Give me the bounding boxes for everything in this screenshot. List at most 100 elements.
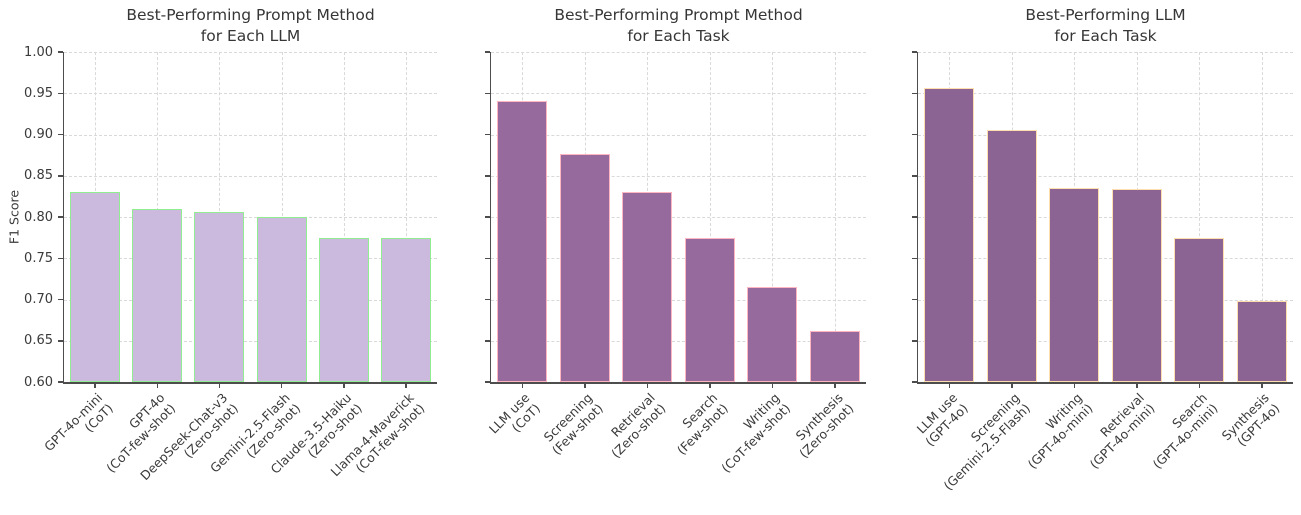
bar <box>318 237 369 382</box>
bar <box>1236 301 1287 382</box>
x-tick-label: Llama-4-Maverick (CoT-few-shot) <box>327 390 428 480</box>
y-tick-mark <box>911 216 917 218</box>
x-axis-spine <box>916 382 1293 384</box>
horizontal-gridline <box>64 340 437 342</box>
bar <box>1174 238 1225 382</box>
x-tick-mark <box>156 383 158 388</box>
x-tick-label: GPT-4o-mini (CoT) <box>41 390 117 455</box>
y-tick-label: 0.85 <box>24 168 53 184</box>
vertical-gridline <box>281 52 283 382</box>
horizontal-gridline <box>64 134 437 136</box>
horizontal-gridline <box>491 52 866 53</box>
vertical-gridline <box>1074 52 1076 382</box>
y-tick-mark <box>911 51 917 53</box>
horizontal-gridline <box>491 258 866 260</box>
x-tick-mark <box>405 383 407 388</box>
horizontal-gridline <box>64 52 437 53</box>
bar <box>1049 188 1100 382</box>
y-axis-spine <box>62 52 64 384</box>
x-tick-label: DeepSeek-Chat-v3 (Zero-shot) <box>136 390 241 484</box>
x-tick-label: Screening (Few-shot) <box>540 390 606 458</box>
y-tick-mark <box>57 216 63 218</box>
y-tick-label: 0.70 <box>24 292 53 307</box>
y-axis-label: F1 Score <box>6 189 22 245</box>
x-tick-label: Gemini-2.5-Flash (Zero-shot) <box>206 390 303 476</box>
vertical-gridline <box>522 52 524 382</box>
x-tick-mark <box>646 383 648 388</box>
vertical-gridline <box>219 52 221 382</box>
horizontal-gridline <box>64 258 437 260</box>
vertical-gridline <box>405 52 407 382</box>
horizontal-gridline <box>918 382 1293 383</box>
bar <box>256 217 307 382</box>
y-tick-mark <box>911 175 917 177</box>
y-tick-mark <box>911 381 917 383</box>
x-tick-label: Search (Few-shot) <box>673 390 731 458</box>
y-tick-mark <box>911 340 917 342</box>
y-tick-label: 1.00 <box>24 44 53 60</box>
horizontal-gridline <box>491 340 866 342</box>
y-tick-mark <box>911 92 917 94</box>
horizontal-gridline <box>491 382 866 383</box>
y-tick-mark <box>57 298 63 301</box>
y-tick-mark <box>484 216 490 218</box>
x-tick-label: Search (GPT-4o-mini) <box>1149 390 1221 472</box>
y-tick-mark <box>484 92 490 94</box>
vertical-gridline <box>1199 52 1201 382</box>
y-tick-label: 0.95 <box>24 85 53 101</box>
x-tick-mark <box>343 383 345 388</box>
y-tick-mark <box>57 133 63 136</box>
x-axis-spine <box>62 382 437 384</box>
x-tick-label: Synthesis (GPT-4o) <box>1219 390 1283 450</box>
y-tick-mark <box>57 340 63 342</box>
x-tick-mark <box>280 383 283 388</box>
bar <box>497 100 548 382</box>
y-tick-label: 0.65 <box>24 333 53 349</box>
horizontal-gridline <box>918 258 1293 260</box>
y-tick-mark <box>484 51 490 53</box>
bar <box>1111 188 1162 382</box>
horizontal-gridline <box>491 299 866 301</box>
bar <box>132 208 183 382</box>
y-tick-label: 0.75 <box>24 250 53 266</box>
x-tick-label: LLM use (CoT) <box>486 390 544 437</box>
y-axis-spine <box>489 52 491 384</box>
x-tick-label: Claude-3.5-Haiku (Zero-shot) <box>267 390 365 477</box>
y-tick-mark <box>57 257 63 259</box>
vertical-gridline <box>1261 52 1263 382</box>
horizontal-gridline <box>64 93 437 95</box>
x-tick-mark <box>1011 383 1013 388</box>
y-tick-mark <box>484 257 490 259</box>
x-tick-mark <box>948 383 950 388</box>
y-tick-label: 0.60 <box>24 374 53 390</box>
horizontal-gridline <box>491 217 866 218</box>
bar <box>986 130 1037 382</box>
horizontal-gridline <box>64 382 437 383</box>
y-tick-label: 0.80 <box>24 209 53 225</box>
horizontal-gridline <box>64 217 437 218</box>
chart-title: Best-Performing Prompt Method for Each L… <box>126 6 375 45</box>
horizontal-gridline <box>491 175 866 177</box>
vertical-gridline <box>709 52 711 382</box>
y-tick-mark <box>57 381 63 383</box>
x-tick-label: Writing (GPT-4o-mini) <box>1024 390 1096 472</box>
x-tick-mark <box>584 383 586 388</box>
vertical-gridline <box>584 52 586 382</box>
y-tick-mark <box>484 175 490 177</box>
horizontal-gridline <box>918 217 1293 218</box>
x-tick-label: Writing (CoT-few-shot) <box>718 390 794 476</box>
x-tick-mark <box>1261 383 1263 388</box>
bar <box>747 287 798 382</box>
bar <box>380 238 431 382</box>
x-tick-label: Synthesis (Zero-shot) <box>792 390 856 461</box>
y-tick-mark <box>57 51 63 53</box>
x-tick-label: Retrieval (Zero-shot) <box>607 390 669 461</box>
y-tick-mark <box>911 133 917 136</box>
x-tick-mark <box>218 383 221 388</box>
y-tick-mark <box>57 175 63 177</box>
y-tick-mark <box>911 257 917 259</box>
x-tick-mark <box>521 383 523 388</box>
